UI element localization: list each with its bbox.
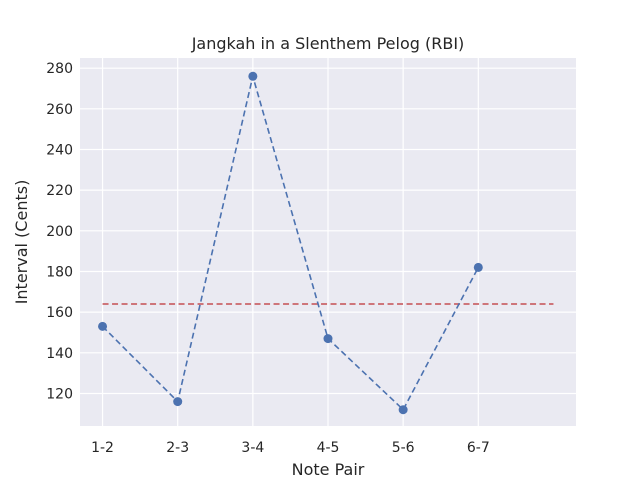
x-tick-label: 1-2 bbox=[91, 440, 114, 456]
chart-title: Jangkah in a Slenthem Pelog (RBI) bbox=[191, 34, 465, 53]
x-tick-label: 4-5 bbox=[317, 440, 340, 456]
series-group bbox=[98, 71, 483, 415]
y-tick-label: 280 bbox=[46, 61, 73, 77]
x-tick-label: 6-7 bbox=[467, 440, 490, 456]
y-axis-label: Interval (Cents) bbox=[12, 180, 31, 305]
grid bbox=[80, 58, 576, 426]
data-point bbox=[398, 405, 408, 415]
x-ticks: 1-2 2-3 3-4 4-5 5-6 6-7 bbox=[91, 440, 490, 456]
data-point bbox=[248, 71, 258, 81]
y-tick-label: 120 bbox=[46, 386, 73, 402]
y-tick-label: 220 bbox=[46, 183, 73, 199]
data-point bbox=[173, 397, 183, 407]
x-tick-label: 5-6 bbox=[392, 440, 415, 456]
y-tick-label: 180 bbox=[46, 264, 73, 280]
y-tick-label: 140 bbox=[46, 346, 73, 362]
x-tick-label: 2-3 bbox=[166, 440, 189, 456]
data-point bbox=[323, 334, 333, 344]
series-line bbox=[101, 73, 480, 412]
x-axis-label: Note Pair bbox=[292, 460, 365, 479]
y-tick-label: 160 bbox=[46, 305, 73, 321]
y-tick-label: 260 bbox=[46, 102, 73, 118]
data-point bbox=[473, 262, 483, 272]
y-tick-label: 240 bbox=[46, 142, 73, 158]
x-tick-label: 3-4 bbox=[241, 440, 264, 456]
data-point bbox=[98, 321, 108, 331]
y-tick-label: 200 bbox=[46, 224, 73, 240]
y-ticks: 120 140 160 180 200 220 240 260 280 bbox=[46, 61, 73, 402]
